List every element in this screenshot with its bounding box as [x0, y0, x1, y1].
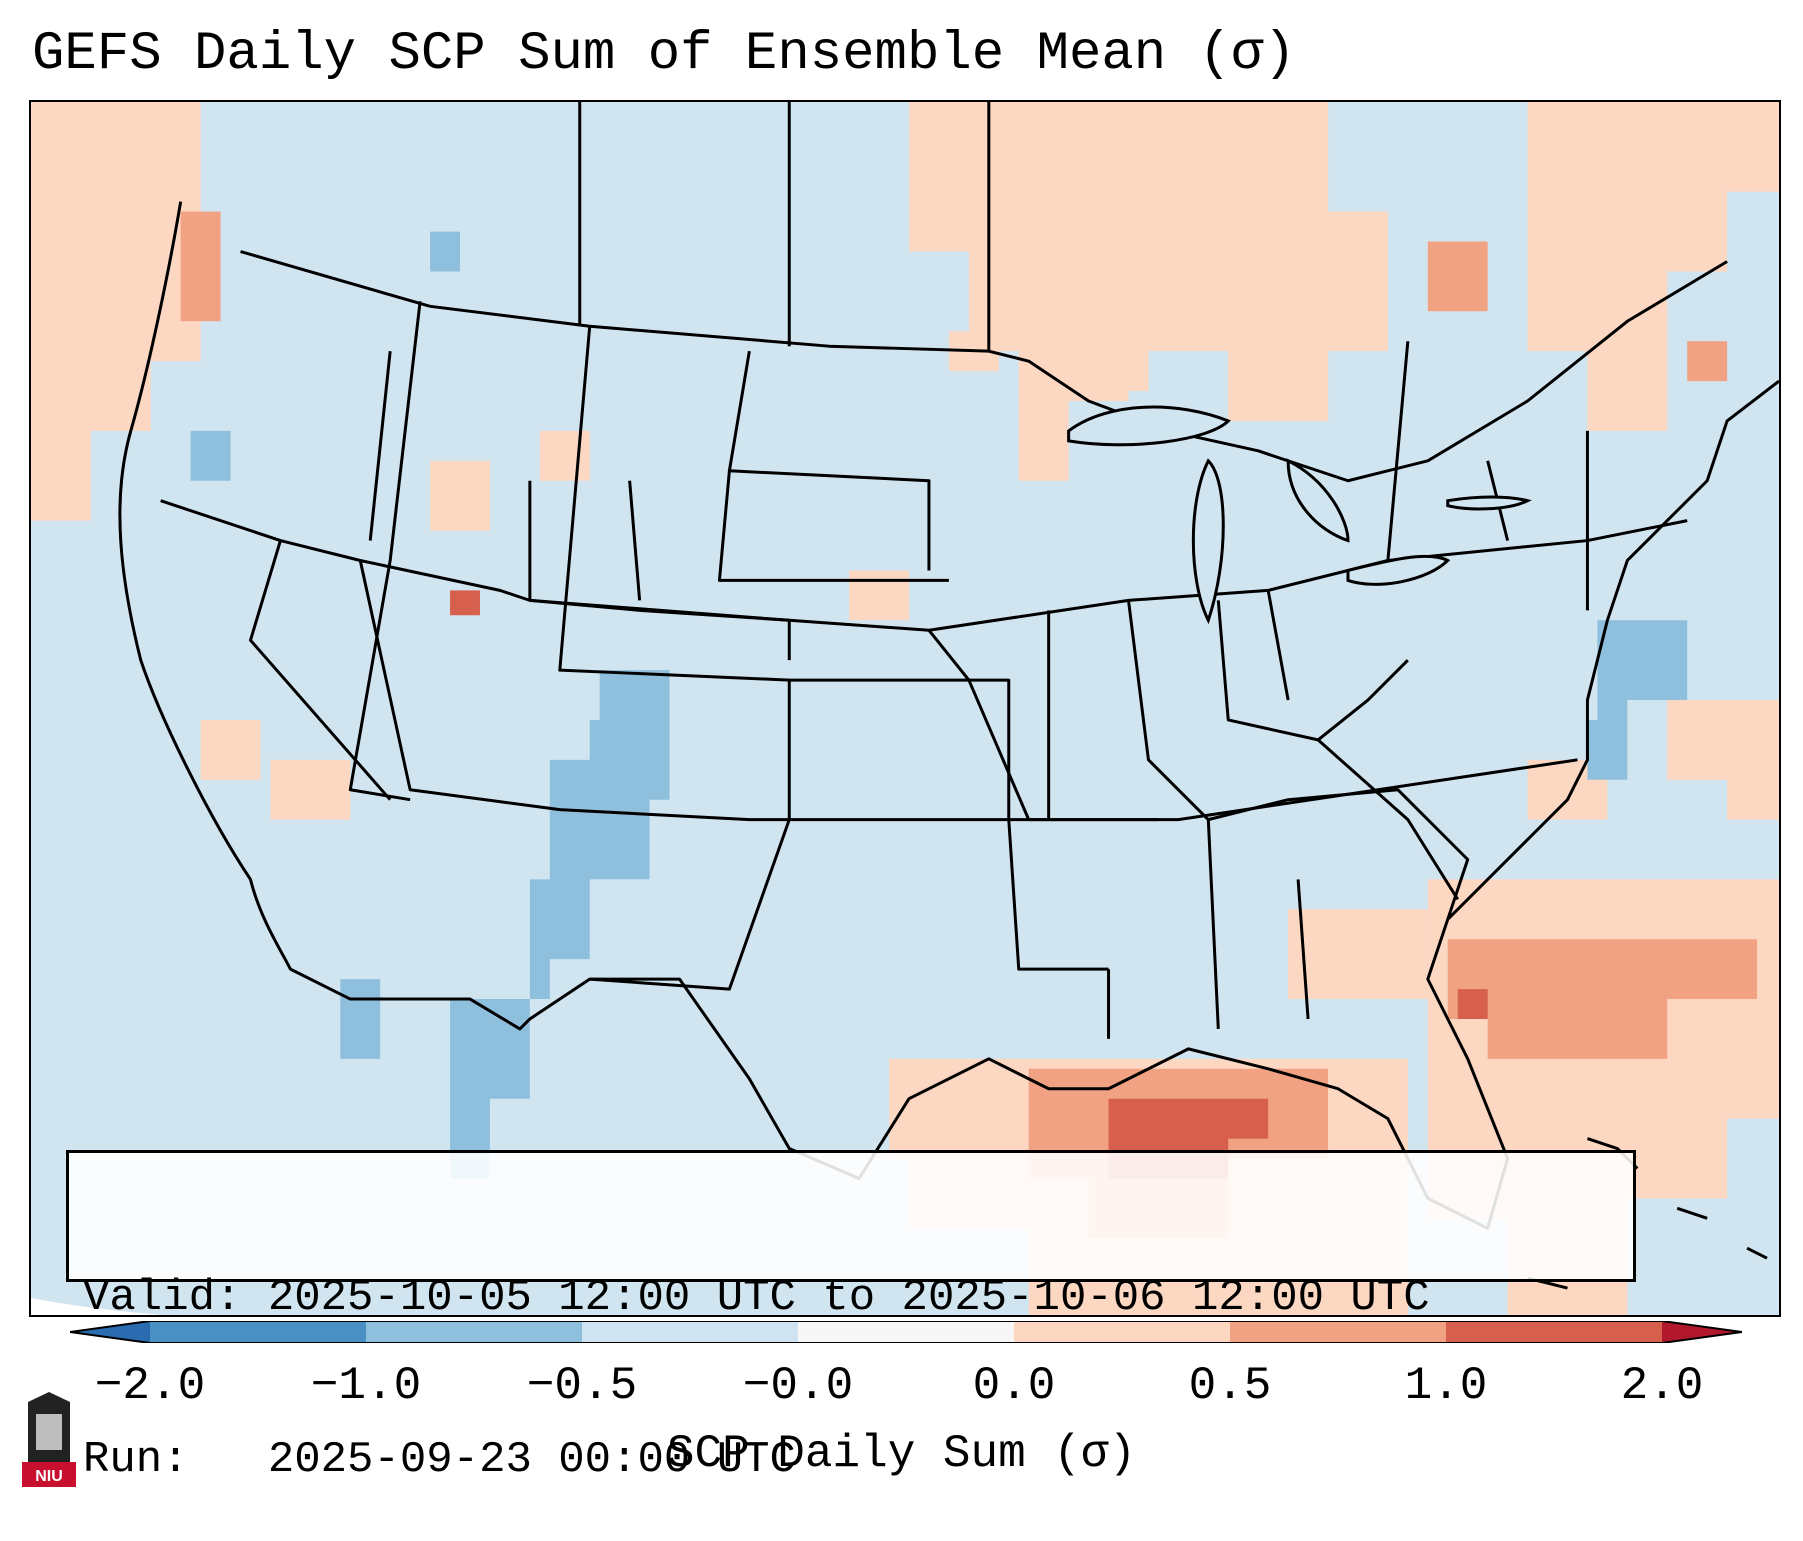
colorbar-segment-6 [1230, 1321, 1446, 1343]
colorbar-tick-label: −0.0 [742, 1360, 854, 1412]
colorbar [70, 1321, 1742, 1343]
colorbar-tick-label: 2.0 [1620, 1360, 1704, 1412]
colorbar-segment-2 [366, 1321, 582, 1343]
colorbar-extend-high [1662, 1321, 1742, 1343]
colorbar-tick-label: 0.0 [972, 1360, 1056, 1412]
great-lakes [1067, 405, 1532, 625]
map-canvas [31, 102, 1779, 1315]
colorbar-tick-label: −2.0 [94, 1360, 206, 1412]
logo-badge [22, 1462, 76, 1487]
logo-text: NIU [35, 1468, 63, 1485]
negative-anomaly-medium [190, 231, 1688, 1179]
colorbar-tick-label: −0.5 [526, 1360, 638, 1412]
colorbar-tick-label: 0.5 [1188, 1360, 1272, 1412]
colorbar-segment-1 [150, 1321, 366, 1343]
colorbar-segment-5 [1014, 1321, 1230, 1343]
valid-run-info-box: Valid: 2025-10-05 12:00 UTC to 2025-10-0… [66, 1150, 1636, 1485]
colorbar-extend-low [70, 1321, 150, 1343]
colorbar-segment-3 [582, 1321, 798, 1343]
niu-logo: NIU [22, 1392, 76, 1487]
colorbar-tick-label: 1.0 [1404, 1360, 1488, 1412]
colorbar-segment-4 [798, 1321, 1014, 1343]
run-time-line: Run: 2025-09-23 00:00 UTC [83, 1435, 796, 1485]
valid-time-line: Valid: 2025-10-05 12:00 UTC to 2025-10-0… [83, 1273, 1430, 1323]
colorbar-label: SCP Daily Sum (σ) [666, 1428, 1137, 1480]
chart-title: GEFS Daily SCP Sum of Ensemble Mean (σ) [32, 24, 1296, 85]
map-panel [29, 100, 1781, 1317]
colorbar-tick-label: −1.0 [310, 1360, 422, 1412]
colorbar-segment-7 [1446, 1321, 1662, 1343]
